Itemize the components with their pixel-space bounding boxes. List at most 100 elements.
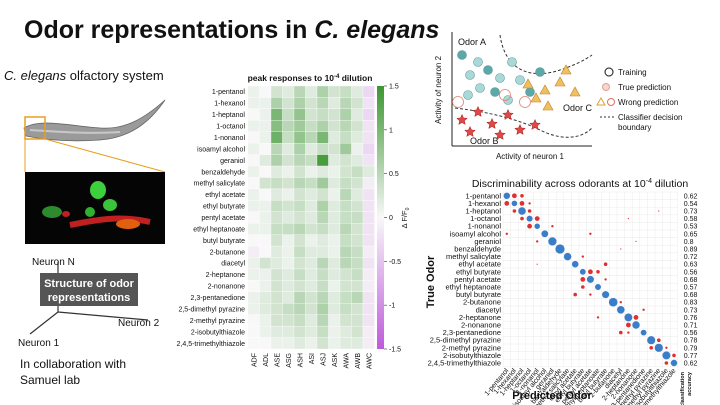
heat-cell [293, 303, 306, 315]
row-label: 2-nonanone [208, 284, 245, 291]
heat-cell [259, 314, 272, 327]
colorbar-tick-label: -1.5 [389, 347, 401, 354]
heat-cell [247, 280, 260, 292]
heatmap-title: peak responses to 10-4 dilution [248, 73, 373, 83]
heat-cell [259, 165, 272, 178]
collab-text: Samuel lab [20, 373, 80, 387]
column-label: ASE [274, 353, 281, 367]
diagonal-dot [526, 215, 533, 222]
heat-cell [259, 85, 272, 98]
accuracy-value: 0.79 [684, 345, 698, 352]
row-label: isoamyl alcohol [450, 229, 502, 238]
heat-cell [305, 200, 318, 212]
row-label: 2-nonanone [461, 321, 501, 330]
legend-label: Wrong prediction [618, 98, 678, 107]
heat-cell [316, 291, 329, 304]
heat-cell [270, 85, 283, 98]
heat-cell [351, 234, 364, 247]
heat-cell [362, 268, 375, 281]
accuracy-value: 0.62 [684, 361, 698, 368]
heat-cell [328, 314, 341, 327]
colorbar-label: Δ F/F0 [400, 207, 411, 228]
heat-cell [305, 257, 318, 270]
heat-cell [316, 280, 329, 292]
confusion-dot [504, 201, 510, 206]
heat-cell [282, 120, 295, 132]
heat-cell [339, 177, 352, 190]
box-text: Structure of odor [44, 278, 135, 290]
heat-cell [316, 108, 329, 121]
heat-cell [270, 337, 283, 350]
heat-cell [305, 280, 318, 292]
heat-cell [247, 314, 260, 327]
axis-label: Predicted Odor [512, 390, 592, 402]
heat-cell [316, 245, 329, 258]
row-label: ethyl heptanoate [446, 283, 501, 292]
heat-cell [293, 257, 306, 270]
colorbar-tick-label: 1.5 [389, 84, 399, 91]
heat-cell [328, 188, 341, 201]
triangle-point [560, 64, 572, 75]
row-label: 2-isobutylthiazole [191, 329, 245, 336]
row-label: 2-methyl pyrazine [442, 343, 501, 352]
heat-cell [259, 303, 272, 315]
confusion-dot [649, 346, 653, 350]
row-label: 2,5-dimethyl pyrazine [178, 306, 245, 313]
heat-cell [305, 177, 318, 190]
accuracy-value: 0.53 [684, 224, 698, 231]
worm-image [18, 92, 170, 173]
accuracy-value: 0.73 [684, 209, 698, 216]
heat-cell [351, 165, 364, 178]
odor-label: Odor C [563, 103, 593, 113]
heat-cell [247, 188, 260, 201]
row-label: methyl salicylate [446, 252, 501, 261]
row-label: ethyl butyrate [203, 204, 245, 211]
heat-cell [247, 131, 260, 144]
heat-cell [247, 120, 260, 132]
box-text: representations [48, 292, 131, 304]
diagonal-dot [647, 336, 656, 345]
heat-cell [247, 257, 260, 270]
confusion-dot [519, 201, 525, 206]
heat-cell [282, 177, 295, 190]
legend-label: Classifier decision [618, 113, 682, 122]
heat-cell [305, 97, 318, 110]
confusion-dot [619, 301, 622, 304]
heat-cell [339, 337, 352, 350]
column-label: AWB [355, 353, 362, 369]
axis-label: Activity of neuron 1 [496, 152, 565, 161]
accuracy-label: accuracy [687, 371, 693, 396]
accuracy-value: 0.56 [684, 330, 698, 337]
heat-cell [328, 85, 341, 98]
heat-cell [259, 337, 272, 350]
row-label: 1-heptanol [466, 207, 502, 216]
row-label: butyl butyrate [456, 290, 501, 299]
heat-cell [351, 257, 364, 270]
heat-cell [305, 303, 318, 315]
heat-cell [293, 165, 306, 178]
title-part: dilution [339, 73, 372, 83]
heat-cell [305, 120, 318, 132]
diagonal-dot [654, 343, 663, 352]
confusion-dot [534, 216, 540, 222]
accuracy-value: 0.77 [684, 353, 698, 360]
accuracy-value: 0.63 [684, 262, 698, 269]
heat-cell [316, 314, 329, 327]
heat-cell [270, 234, 283, 247]
heat-cell [351, 337, 364, 350]
heat-cell [247, 85, 260, 98]
heat-cell [259, 97, 272, 110]
heat-cell [247, 337, 260, 350]
confusion-dot [536, 263, 538, 265]
title-part: -4 [334, 74, 340, 80]
heat-cell [282, 257, 295, 270]
column-label: ASG [286, 353, 293, 368]
heat-cell [293, 177, 306, 190]
training-point [490, 87, 500, 97]
accuracy-label: classification [680, 371, 686, 405]
prediction-ring [452, 96, 464, 108]
triangle-point [569, 86, 581, 97]
row-label: benzaldehyde [454, 245, 501, 254]
training-point [483, 65, 493, 75]
heat-cell [282, 303, 295, 315]
